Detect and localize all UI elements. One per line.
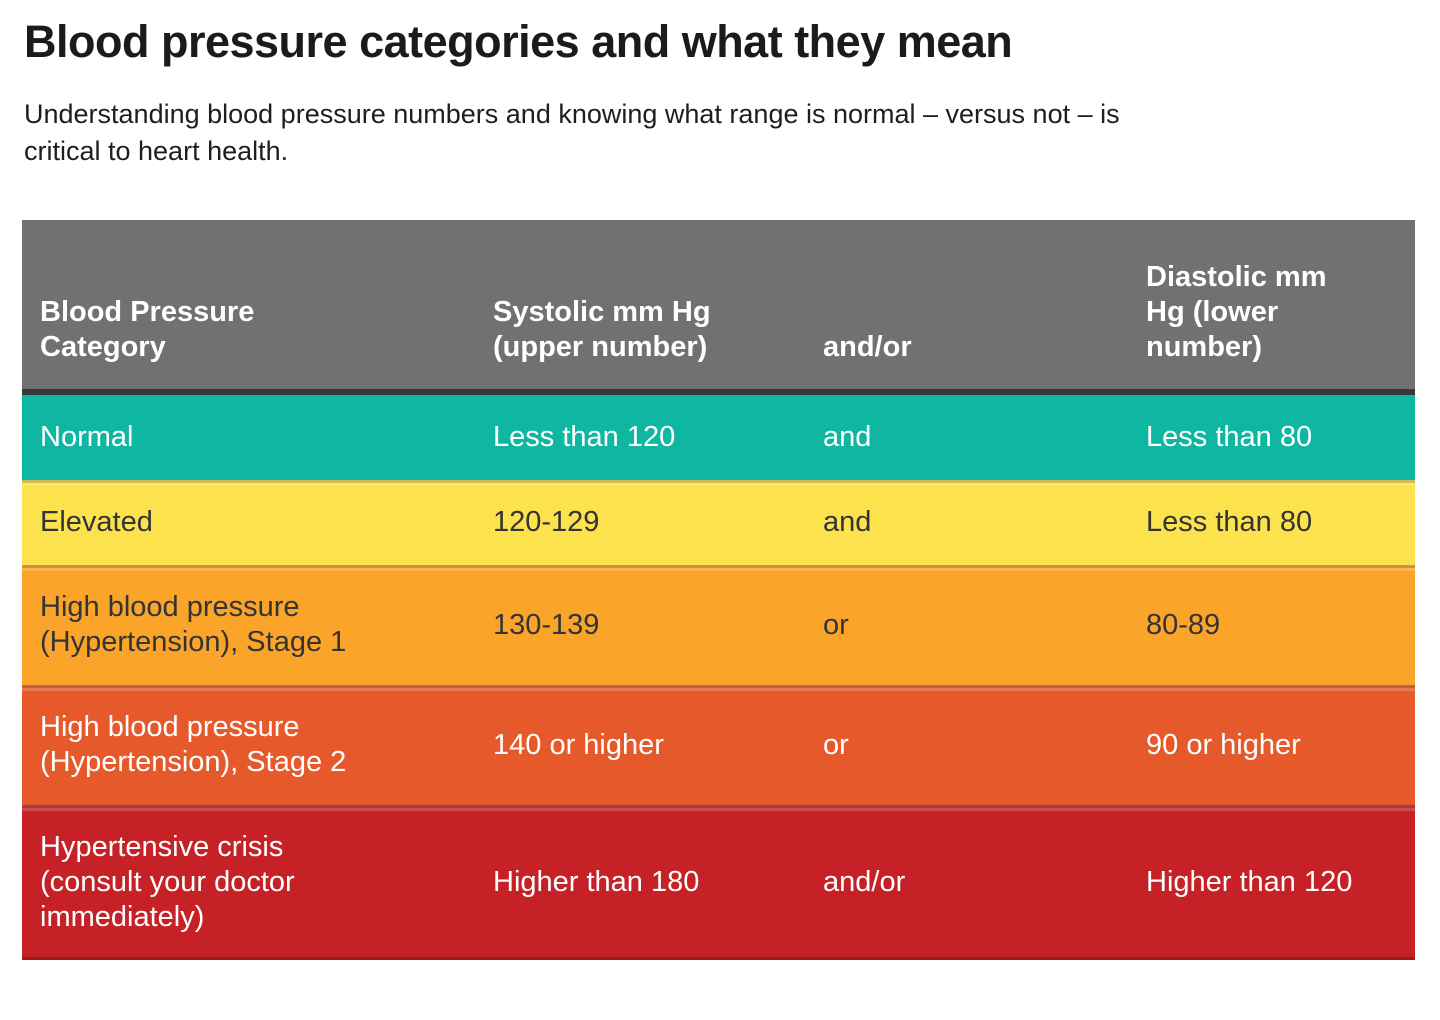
systolic-cell: Higher than 180 — [475, 805, 805, 960]
table-row-hypertension-stage-2: High blood pressure (Hypertension), Stag… — [22, 685, 1415, 805]
diastolic-cell: Less than 80 — [1128, 480, 1415, 565]
connector-cell: and/or — [805, 805, 1128, 960]
table-header-row: Blood Pressure Category Systolic mm Hg (… — [22, 220, 1415, 395]
connector-cell: or — [805, 565, 1128, 685]
systolic-cell: 140 or higher — [475, 685, 805, 805]
connector-cell: and — [805, 480, 1128, 565]
header-cell-category: Blood Pressure Category — [22, 220, 475, 395]
connector-cell: or — [805, 685, 1128, 805]
table-row-hypertension-stage-1: High blood pressure (Hypertension), Stag… — [22, 565, 1415, 685]
category-cell: Hypertensive crisis (consult your doctor… — [22, 805, 475, 960]
diastolic-cell: Less than 80 — [1146, 421, 1313, 453]
systolic-cell: 130-139 — [475, 565, 805, 685]
page-title: Blood pressure categories and what they … — [24, 16, 1013, 67]
page-subtitle: Understanding blood pressure numbers and… — [24, 99, 1120, 166]
systolic-cell: Less than 120 — [493, 421, 676, 453]
diastolic-cell: 80-89 — [1128, 565, 1415, 685]
header-cell-systolic: Systolic mm Hg (upper number) — [475, 220, 805, 395]
table-row-hypertensive-crisis: Hypertensive crisis (consult your doctor… — [22, 805, 1415, 960]
category-cell: High blood pressure (Hypertension), Stag… — [22, 685, 475, 805]
header-cell-connector: and/or — [805, 220, 1128, 395]
category-cell: Elevated — [22, 480, 475, 565]
diastolic-cell: Higher than 120 — [1128, 805, 1415, 960]
header-cell-diastolic: Diastolic mm Hg (lower number) — [1128, 220, 1415, 395]
connector-cell: and — [823, 421, 872, 453]
systolic-cell: 120-129 — [475, 480, 805, 565]
diastolic-cell: 90 or higher — [1128, 685, 1415, 805]
category-cell: High blood pressure (Hypertension), Stag… — [22, 565, 475, 685]
category-cell: Normal — [40, 421, 134, 453]
table-row-elevated: Elevated 120-129 and Less than 80 — [22, 480, 1415, 565]
table-row-normal: Normal Less than 120 and Less than 80 — [22, 392, 1415, 480]
blood-pressure-table: Blood Pressure Category Systolic mm Hg (… — [22, 220, 1415, 960]
